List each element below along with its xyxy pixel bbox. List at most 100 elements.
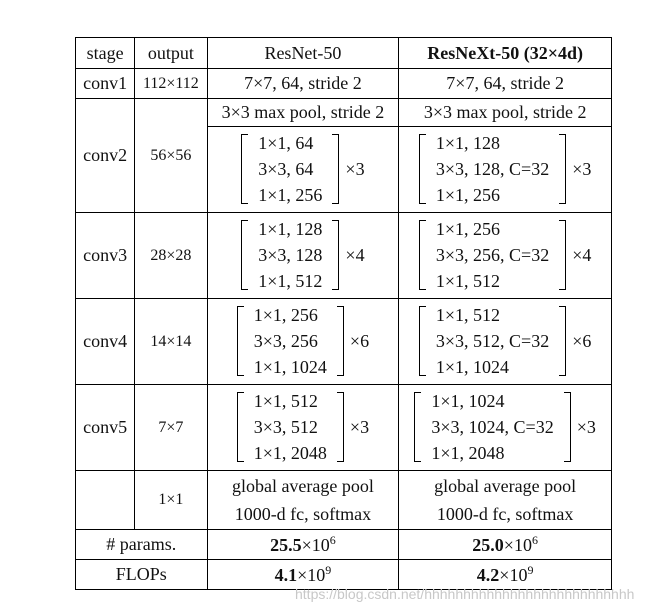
table-cell: 25.0×106	[398, 529, 612, 560]
right-bracket	[336, 306, 344, 376]
table-cell: conv2	[74, 98, 136, 213]
exponent: 6	[329, 533, 336, 547]
table-cell: 1×1	[134, 470, 208, 530]
block-lines: 1×1, 512 3×3, 512 1×1, 2048	[244, 388, 337, 466]
table-cell: 1×1, 512 3×3, 512, C=32 1×1, 1024 ×6	[398, 298, 612, 385]
block-lines: 1×1, 128 3×3, 128, C=32 1×1, 256	[426, 130, 559, 208]
table-cell: stage	[74, 37, 136, 69]
block-line: 1×1, 2048	[253, 443, 327, 463]
repeat-count: ×4	[572, 244, 592, 265]
table-cell: 1×1, 512 3×3, 512 1×1, 2048 ×3	[206, 384, 400, 471]
left-bracket	[241, 220, 249, 290]
table-row: conv3 28×28 1×1, 128 3×3, 128 1×1, 512 ×4 1×1,…	[74, 212, 612, 299]
table-cell: 1×1, 128 3×3, 128, C=32 1×1, 256 ×3	[398, 126, 612, 213]
block-line: 1×1, 2048	[431, 443, 505, 463]
exponent: 9	[325, 563, 332, 577]
block-line: 1×1, 256	[435, 185, 501, 205]
right-bracket	[332, 134, 340, 204]
table-cell: 3×3 max pool, stride 2	[398, 98, 612, 127]
right-bracket	[559, 134, 567, 204]
block-lines: 1×1, 256 3×3, 256, C=32 1×1, 512	[426, 216, 559, 294]
block-line: 3×3, 512	[253, 417, 318, 437]
bracket-block: 1×1, 256 3×3, 256 1×1, 1024 ×6	[236, 302, 370, 380]
table-cell: ResNeXt-50 (32×4d)	[398, 37, 612, 69]
bracket-block: 1×1, 512 3×3, 512, C=32 1×1, 1024 ×6	[418, 302, 592, 380]
block-line: 1×1, 1024	[431, 391, 505, 411]
table-cell: FLOPs	[75, 559, 208, 590]
block-line: 1×1, 512	[253, 391, 318, 411]
table-row: stage output ResNet-50 ResNeXt-50 (32×4d)	[74, 37, 612, 69]
repeat-count: ×4	[345, 244, 365, 265]
block-line: 3×3, 512, C=32	[435, 331, 550, 351]
head-line: global average pool	[231, 476, 374, 496]
repeat-count: ×3	[345, 158, 365, 179]
table-cell: 7×7, 64, stride 2	[398, 68, 612, 99]
table-cell: conv5	[74, 384, 136, 471]
mantissa: 25.0	[472, 535, 504, 555]
block-line: 1×1, 1024	[253, 357, 327, 377]
table-cell: 28×28	[134, 212, 208, 299]
left-bracket	[414, 392, 422, 462]
block-line: 1×1, 128	[258, 219, 323, 239]
repeat-count: ×3	[572, 158, 592, 179]
block-lines: 1×1, 256 3×3, 256 1×1, 1024	[244, 302, 337, 380]
table-cell: 25.5×106	[206, 529, 400, 560]
table-cell: ResNet-50	[206, 37, 400, 69]
repeat-count: ×6	[572, 330, 592, 351]
table-row: FLOPs 4.1×109 4.2×109	[75, 559, 612, 590]
block-line: 1×1, 512	[258, 271, 323, 291]
table-cell: global average pool 1000-d fc, softmax	[206, 470, 400, 530]
repeat-count: ×3	[349, 416, 370, 437]
table-row: # params. 25.5×106 25.0×106	[75, 529, 612, 560]
table-cell: conv1	[74, 68, 136, 99]
table-cell: global average pool 1000-d fc, softmax	[398, 470, 612, 530]
block-lines: 1×1, 1024 3×3, 1024, C=32 1×1, 2048	[421, 388, 563, 466]
block-line: 1×1, 1024	[435, 357, 510, 377]
block-line: 1×1, 512	[435, 305, 501, 325]
table-cell: 4.1×109	[206, 559, 400, 590]
table-cell: 7×7, 64, stride 2	[206, 68, 400, 99]
table-cell: 56×56	[134, 98, 208, 213]
block-line: 1×1, 256	[253, 305, 318, 325]
table-row: conv1 112×112 7×7, 64, stride 2 7×7, 64, st…	[74, 68, 612, 99]
left-bracket	[418, 134, 426, 204]
block-line: 3×3, 128, C=32	[435, 159, 550, 179]
table-cell: 1×1, 256 3×3, 256 1×1, 1024 ×6	[206, 298, 400, 385]
repeat-count: ×6	[349, 330, 370, 351]
left-bracket	[236, 306, 244, 376]
block-line: 1×1, 256	[435, 219, 501, 239]
mantissa: 25.5	[270, 535, 302, 555]
right-bracket	[332, 220, 340, 290]
block-lines: 1×1, 128 3×3, 128 1×1, 512	[248, 216, 332, 294]
table-cell: conv4	[74, 298, 136, 385]
bracket-block: 1×1, 1024 3×3, 1024, C=32 1×1, 2048 ×3	[414, 388, 596, 466]
block-line: 3×3, 64	[258, 159, 314, 179]
block-line: 1×1, 64	[258, 133, 314, 153]
block-line: 3×3, 256	[253, 331, 318, 351]
power-base: ×10	[503, 535, 532, 555]
table-row: conv4 14×14 1×1, 256 3×3, 256 1×1, 1024 ×6 1×1…	[74, 298, 612, 385]
left-bracket	[241, 134, 249, 204]
table-cell: 1×1, 1024 3×3, 1024, C=32 1×1, 2048 ×3	[398, 384, 612, 471]
table-cell: output	[134, 37, 208, 69]
exponent: 9	[527, 563, 534, 577]
left-bracket	[418, 220, 426, 290]
block-lines: 1×1, 512 3×3, 512, C=32 1×1, 1024	[426, 302, 559, 380]
right-bracket	[559, 306, 567, 376]
head-line: 1000-d fc, softmax	[234, 504, 372, 524]
right-bracket	[563, 392, 571, 462]
block-line: 1×1, 512	[435, 271, 501, 291]
bracket-block: 1×1, 512 3×3, 512 1×1, 2048 ×3	[236, 388, 370, 466]
left-bracket	[418, 306, 426, 376]
table-cell: 1×1, 128 3×3, 128 1×1, 512 ×4	[206, 212, 400, 299]
head-line: global average pool	[434, 476, 577, 496]
right-bracket	[336, 392, 344, 462]
block-line: 3×3, 1024, C=32	[431, 417, 554, 437]
mantissa: 4.2	[476, 565, 500, 585]
block-lines: 1×1, 64 3×3, 64 1×1, 256	[248, 130, 332, 208]
bracket-block: 1×1, 256 3×3, 256, C=32 1×1, 512 ×4	[418, 216, 592, 294]
table-row: conv2 56×56 3×3 max pool, stride 2 3×3 max …	[74, 98, 612, 213]
power-base: ×10	[301, 535, 330, 555]
left-bracket	[236, 392, 244, 462]
